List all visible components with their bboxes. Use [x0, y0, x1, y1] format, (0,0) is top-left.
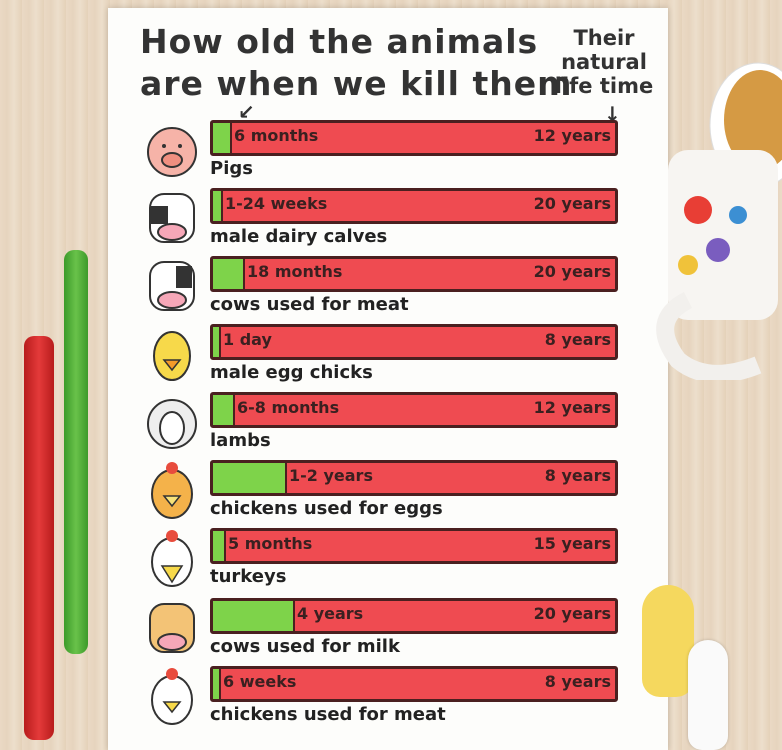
killed-age-bar: [213, 395, 235, 425]
hen-icon: [140, 458, 204, 522]
lifetime-bar: 5 months 15 years: [210, 528, 618, 564]
animal-category-label: Pigs: [210, 158, 253, 179]
chart-title-line-2: are when we kill them: [140, 64, 573, 103]
killed-age-bar: [213, 669, 221, 699]
red-marker: [24, 336, 54, 740]
lifetime-label: 8 years: [544, 672, 611, 691]
lifetime-label: 12 years: [533, 398, 611, 417]
killed-age-label: 1-24 weeks: [225, 194, 328, 213]
killed-age-label: 18 months: [247, 262, 343, 281]
lifetime-bar: 1-24 weeks 20 years: [210, 188, 618, 224]
animal-category-label: male egg chicks: [210, 362, 373, 383]
killed-age-bar: [213, 601, 295, 631]
calf-icon: [140, 186, 204, 250]
killed-age-label: 4 years: [297, 604, 364, 623]
lifetime-bar: 1 day 8 years: [210, 324, 618, 360]
lifetime-bar: 6 weeks 8 years: [210, 666, 618, 702]
lifetime-label: 20 years: [533, 604, 611, 623]
killed-age-label: 6 months: [234, 126, 319, 145]
hen-figurine: [688, 640, 728, 750]
killed-age-label: 1 day: [223, 330, 272, 349]
chart-row: 4 years 20 years cows used for milk: [140, 596, 620, 666]
broiler-icon: [140, 664, 204, 728]
chart-row: 6 months 12 years Pigs: [140, 118, 620, 188]
killed-age-bar: [213, 463, 287, 493]
killed-age-label: 5 months: [228, 534, 313, 553]
lifetime-bar: 4 years 20 years: [210, 598, 618, 634]
lifetime-label: 20 years: [533, 194, 611, 213]
killed-age-label: 1-2 years: [289, 466, 373, 485]
chart-row: 5 months 15 years turkeys: [140, 526, 620, 596]
natural-label-line-1: Their: [573, 26, 635, 50]
animal-category-label: lambs: [210, 430, 271, 451]
lifetime-bar: 6 months 12 years: [210, 120, 618, 156]
animal-category-label: cows used for meat: [210, 294, 409, 315]
chick-icon: [140, 322, 204, 386]
killed-age-bar: [213, 531, 226, 561]
chart-title-line-1: How old the animals: [140, 22, 539, 61]
lifetime-bar: 1-2 years 8 years: [210, 460, 618, 496]
animal-category-label: chickens used for eggs: [210, 498, 443, 519]
killed-age-label: 6 weeks: [223, 672, 297, 691]
killed-arrow-icon: ↙: [238, 100, 255, 124]
killed-age-bar: [213, 327, 221, 357]
chart-row: 1 day 8 years male egg chicks: [140, 322, 620, 392]
animal-category-label: cows used for milk: [210, 636, 400, 657]
chart-row: 1-2 years 8 years chickens used for eggs: [140, 458, 620, 528]
lifetime-label: 8 years: [544, 466, 611, 485]
lifetime-label: 12 years: [533, 126, 611, 145]
chart-row: 1-24 weeks 20 years male dairy calves: [140, 186, 620, 256]
natural-label-line-2: natural: [561, 50, 647, 74]
chart-row: 6-8 months 12 years lambs: [140, 390, 620, 460]
animal-category-label: male dairy calves: [210, 226, 388, 247]
chick-figurine: [642, 585, 694, 697]
lifetime-label: 8 years: [544, 330, 611, 349]
killed-age-bar: [213, 123, 232, 153]
coffee-mug: [648, 40, 782, 383]
lifetime-bar: 6-8 months 12 years: [210, 392, 618, 428]
killed-age-bar: [213, 259, 245, 289]
animal-category-label: chickens used for meat: [210, 704, 446, 725]
lifetime-bar: 18 months 20 years: [210, 256, 618, 292]
cow-icon: [140, 254, 204, 318]
lamb-icon: [140, 390, 204, 454]
natural-lifetime-label: Their natural life time: [548, 26, 660, 98]
natural-label-line-3: life time: [554, 74, 654, 98]
chart-row: 6 weeks 8 years chickens used for meat: [140, 664, 620, 734]
killed-age-label: 6-8 months: [237, 398, 340, 417]
pig-icon: [140, 118, 204, 182]
lifetime-label: 20 years: [533, 262, 611, 281]
lifetime-label: 15 years: [533, 534, 611, 553]
dairy-cow-icon: [140, 596, 204, 660]
turkey-icon: [140, 526, 204, 590]
killed-age-bar: [213, 191, 223, 221]
animal-category-label: turkeys: [210, 566, 287, 587]
green-marker: [64, 250, 88, 654]
chart-row: 18 months 20 years cows used for meat: [140, 254, 620, 324]
